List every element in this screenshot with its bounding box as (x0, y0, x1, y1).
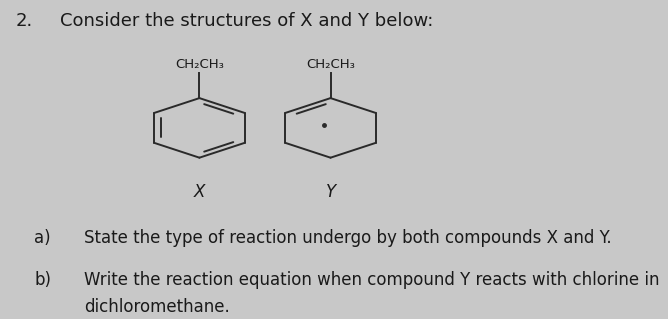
Text: Write the reaction equation when compound Y reacts with chlorine in: Write the reaction equation when compoun… (84, 271, 659, 289)
Text: CH₂CH₃: CH₂CH₃ (175, 58, 224, 71)
Text: 2.: 2. (16, 12, 33, 30)
Text: b): b) (34, 271, 51, 289)
Text: CH₂CH₃: CH₂CH₃ (306, 58, 355, 71)
Text: a): a) (34, 229, 51, 247)
Text: Y: Y (325, 183, 335, 201)
Text: Consider the structures of X and Y below:: Consider the structures of X and Y below… (61, 12, 434, 30)
Text: dichloromethane.: dichloromethane. (84, 298, 230, 316)
Text: State the type of reaction undergo by both compounds X and Y.: State the type of reaction undergo by bo… (84, 229, 612, 247)
Text: X: X (194, 183, 205, 201)
